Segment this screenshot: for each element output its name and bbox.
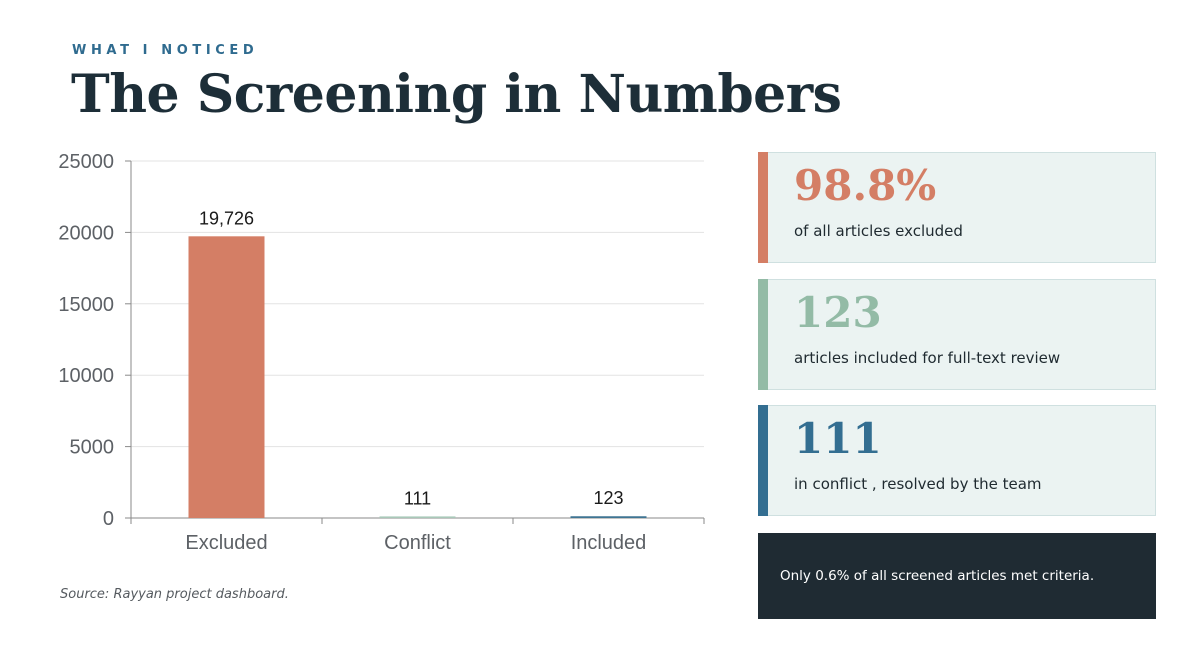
bar-included <box>570 516 647 518</box>
data-label: 111 <box>404 488 431 508</box>
stat-value: 123 <box>794 288 882 337</box>
bar-excluded <box>188 236 265 518</box>
stat-value: 111 <box>794 414 882 463</box>
x-tick-label: Conflict <box>384 532 451 554</box>
y-tick-label: 5000 <box>70 437 115 459</box>
bar-conflict <box>379 516 456 518</box>
stat-label: of all articles excluded <box>794 222 963 240</box>
stat-card-included: 123 articles included for full-text revi… <box>758 279 1156 390</box>
stat-card-accent <box>758 279 768 390</box>
y-tick-label: 0 <box>103 508 114 530</box>
stat-value: 98.8% <box>794 161 937 210</box>
x-tick-label: Excluded <box>185 532 267 554</box>
bar-chart: 0 5000 10000 15000 20000 25000 19,726 Excluded 1… <box>58 151 705 554</box>
stat-label: in conflict , resolved by the team <box>794 475 1042 493</box>
summary-banner: Only 0.6% of all screened articles met c… <box>758 533 1156 619</box>
x-tick-label: Included <box>571 532 647 554</box>
source-note: Source: Rayyan project dashboard. <box>60 587 289 602</box>
stat-label: articles included for full-text review <box>794 349 1061 367</box>
data-label: 123 <box>593 488 623 508</box>
data-label: 19,726 <box>199 208 254 228</box>
stat-card-conflict: 111 in conflict , resolved by the team <box>758 405 1156 516</box>
summary-text: Only 0.6% of all screened articles met c… <box>780 568 1095 584</box>
y-tick-label: 20000 <box>58 222 114 244</box>
stat-card-accent <box>758 152 768 263</box>
stat-card-accent <box>758 405 768 516</box>
y-tick-label: 10000 <box>58 365 114 387</box>
stat-card-excluded: 98.8% of all articles excluded <box>758 152 1156 263</box>
y-tick-label: 15000 <box>58 294 114 316</box>
eyebrow-label: WHAT I NOTICED <box>72 43 259 58</box>
y-tick-label: 25000 <box>58 151 114 173</box>
page-title: The Screening in Numbers <box>71 64 842 125</box>
